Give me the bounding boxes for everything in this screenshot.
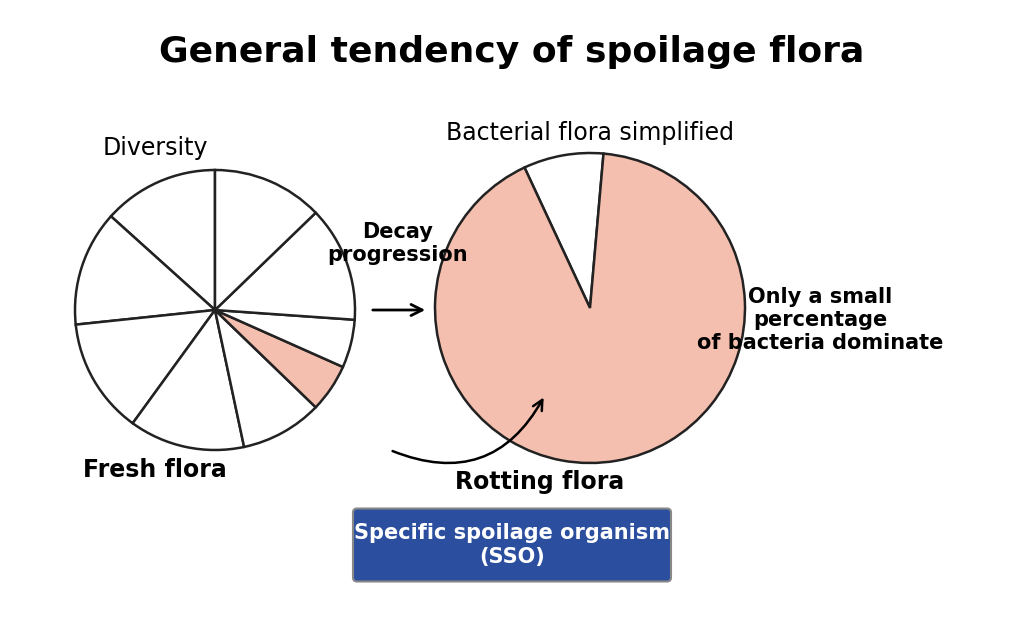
Wedge shape — [435, 153, 745, 463]
Text: Specific spoilage organism
(SSO): Specific spoilage organism (SSO) — [354, 523, 670, 567]
Text: Rotting flora: Rotting flora — [456, 470, 625, 494]
Wedge shape — [133, 310, 244, 450]
Text: General tendency of spoilage flora: General tendency of spoilage flora — [160, 35, 864, 69]
Text: Only a small
percentage
of bacteria dominate: Only a small percentage of bacteria domi… — [696, 287, 943, 353]
Wedge shape — [215, 213, 355, 320]
Text: Diversity: Diversity — [102, 136, 208, 160]
Wedge shape — [76, 310, 215, 423]
Wedge shape — [215, 310, 343, 408]
Wedge shape — [75, 217, 215, 325]
FancyBboxPatch shape — [353, 508, 671, 582]
Text: Fresh flora: Fresh flora — [83, 458, 227, 482]
Wedge shape — [215, 310, 354, 367]
Wedge shape — [524, 153, 603, 308]
FancyArrowPatch shape — [392, 400, 543, 463]
Text: Bacterial flora simplified: Bacterial flora simplified — [446, 121, 734, 145]
Wedge shape — [111, 170, 215, 310]
Text: Decay
progression: Decay progression — [328, 222, 468, 265]
Wedge shape — [215, 170, 315, 310]
Wedge shape — [215, 310, 315, 447]
